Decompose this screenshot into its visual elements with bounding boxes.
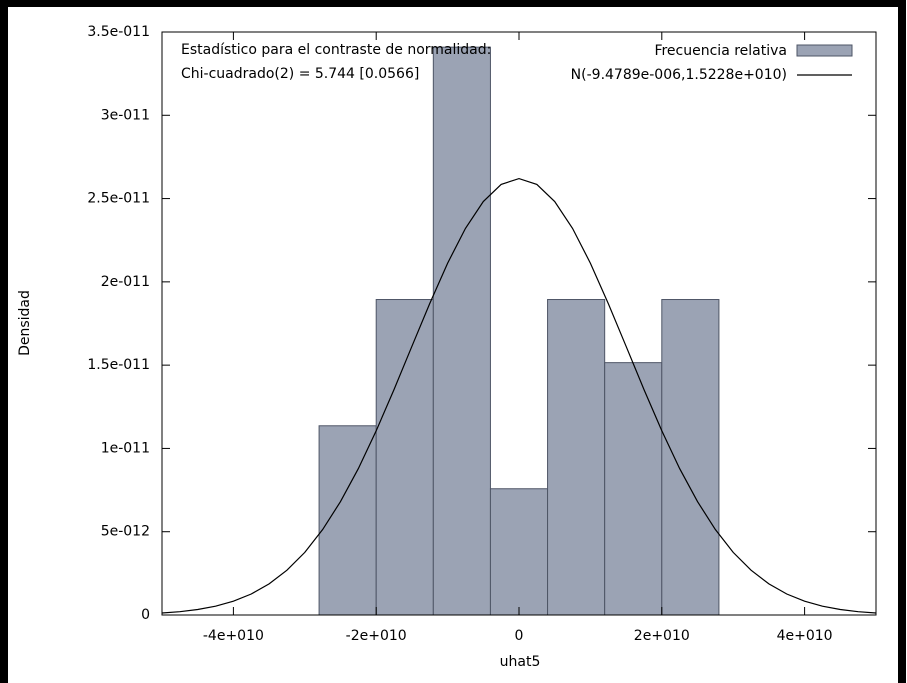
y-tick-label: 1e-011	[101, 440, 150, 456]
y-tick-label: 3.5e-011	[87, 24, 150, 40]
x-tick-label: -4e+010	[203, 628, 264, 644]
bar	[318, 425, 377, 616]
x-tick-label: 4e+010	[777, 628, 833, 644]
bar	[604, 362, 663, 616]
annotation: Chi-cuadrado(2) = 5.744 [0.0566]	[181, 66, 419, 82]
bar	[661, 299, 720, 616]
y-tick-label: 2.5e-011	[87, 191, 150, 207]
x-tick-label: 2e+010	[634, 628, 690, 644]
y-tick-label: 1.5e-011	[87, 357, 150, 373]
x-tick-label: 0	[515, 628, 524, 644]
y-tick-label: 5e-012	[101, 524, 150, 540]
x-tick-label: -2e+010	[346, 628, 407, 644]
bar	[375, 299, 434, 616]
x-axis-label: uhat5	[500, 654, 541, 670]
legend-label: N(-9.4789e-006,1.5228e+010)	[571, 67, 787, 83]
bar	[432, 46, 491, 616]
y-axis-label: Densidad	[17, 290, 33, 356]
legend-label: Frecuencia relativa	[654, 43, 787, 59]
normal-curve	[161, 177, 877, 614]
y-tick-label: 2e-011	[101, 274, 150, 290]
bar	[547, 299, 606, 616]
bar	[489, 488, 549, 616]
y-tick-label: 0	[141, 607, 150, 623]
annotation: Estadístico para el contraste de normali…	[181, 42, 491, 58]
legend-swatch	[796, 44, 853, 57]
y-tick-label: 3e-011	[101, 107, 150, 123]
